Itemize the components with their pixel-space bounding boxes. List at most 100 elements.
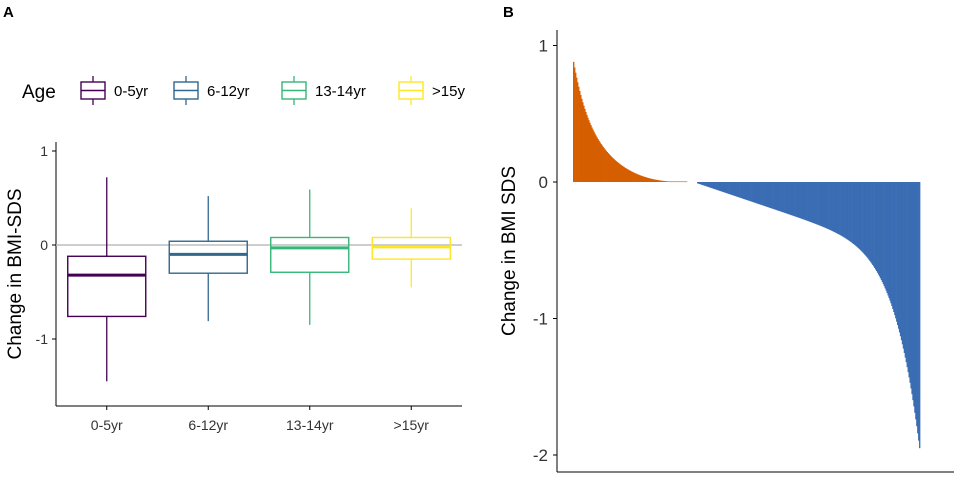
bar-negative (857, 182, 860, 249)
bar-positive (663, 181, 665, 182)
bar-negative (809, 182, 812, 222)
bar-positive (654, 179, 656, 182)
bar-positive (653, 179, 655, 182)
bar-negative (718, 182, 720, 191)
bar-negative (879, 182, 882, 279)
bar-negative (717, 182, 719, 191)
bar-negative (764, 182, 767, 207)
bar-negative (919, 182, 921, 449)
bar-negative (806, 182, 808, 221)
bar-negative (758, 182, 760, 205)
bar-negative (703, 182, 706, 186)
bar-negative (911, 182, 913, 395)
bar-positive (577, 82, 579, 182)
bar-negative (781, 182, 783, 212)
bar-positive (603, 148, 605, 182)
bar-negative (741, 182, 743, 199)
bar-positive (636, 173, 638, 182)
bar-negative (739, 182, 741, 198)
bar-negative (840, 182, 842, 236)
bar-positive (608, 154, 610, 182)
bar-negative (790, 182, 793, 216)
bar-negative (704, 182, 706, 186)
bar-negative (719, 182, 721, 191)
bar-positive (643, 176, 645, 182)
bar-positive (620, 165, 623, 182)
bar-negative (901, 182, 904, 345)
bar-negative (817, 182, 819, 225)
bar-negative (812, 182, 815, 224)
bar-positive (640, 175, 642, 182)
bar-negative (871, 182, 873, 264)
bar-negative (779, 182, 781, 212)
bar-positive (650, 178, 652, 182)
bar-negative (815, 182, 817, 225)
box-iqr (168, 240, 248, 274)
bar-negative (874, 182, 876, 268)
bar-positive (609, 155, 612, 182)
bar-positive (596, 137, 598, 182)
bar-positive (576, 77, 578, 182)
bar-positive (574, 67, 576, 182)
bar-positive (588, 120, 590, 182)
bar-negative (714, 182, 716, 190)
bar-negative (700, 182, 703, 185)
bar-negative (835, 182, 838, 234)
bar-negative (726, 182, 728, 194)
bar-negative (719, 182, 722, 192)
bar-negative (755, 182, 757, 204)
bar-positive (648, 178, 650, 182)
bar-positive (679, 181, 682, 183)
bar-negative (785, 182, 787, 214)
bar-negative (752, 182, 754, 203)
bar-negative (782, 182, 784, 213)
bar-negative (724, 182, 727, 193)
bar-positive (602, 146, 604, 182)
bar-negative (826, 182, 828, 229)
bar-negative (793, 182, 795, 217)
bar-positive (667, 181, 670, 183)
bar-negative (730, 182, 732, 195)
bar-positive (645, 177, 647, 182)
bar-negative (764, 182, 766, 207)
bar-negative (884, 182, 886, 289)
bar-positive (669, 181, 672, 183)
bar-negative (699, 182, 702, 185)
bar-negative (709, 182, 711, 188)
bar-negative (836, 182, 839, 234)
bar-negative (720, 182, 723, 192)
bar-negative (875, 182, 878, 272)
bar-negative (765, 182, 768, 207)
bar-negative (737, 182, 739, 197)
bar-negative (854, 182, 857, 246)
bar-negative (727, 182, 729, 194)
bar-negative (738, 182, 740, 198)
bar-negative (708, 182, 710, 188)
bar-negative (760, 182, 762, 205)
bar-negative (865, 182, 867, 257)
bar-negative (795, 182, 797, 217)
x-tick-label: 6-12yr (188, 417, 228, 433)
bar-negative (813, 182, 816, 224)
bar-negative (712, 182, 714, 189)
bar-negative (759, 182, 761, 205)
bar-negative (907, 182, 909, 373)
bar-positive (619, 164, 622, 182)
bar-negative (849, 182, 851, 242)
bar-negative (842, 182, 844, 237)
bar-negative (713, 182, 715, 189)
bar-negative (908, 182, 910, 378)
bar-positive (639, 175, 641, 182)
bar-negative (731, 182, 733, 196)
bar-negative (807, 182, 809, 221)
bar-negative (875, 182, 877, 270)
bar-negative (732, 182, 734, 196)
bar-positive (606, 151, 608, 182)
bar-positive (578, 86, 580, 182)
bar-negative (897, 182, 899, 326)
legend-item: 13-14yr (281, 76, 366, 105)
bar-negative (729, 182, 731, 195)
bar-negative (751, 182, 753, 202)
bar-negative (905, 182, 907, 363)
